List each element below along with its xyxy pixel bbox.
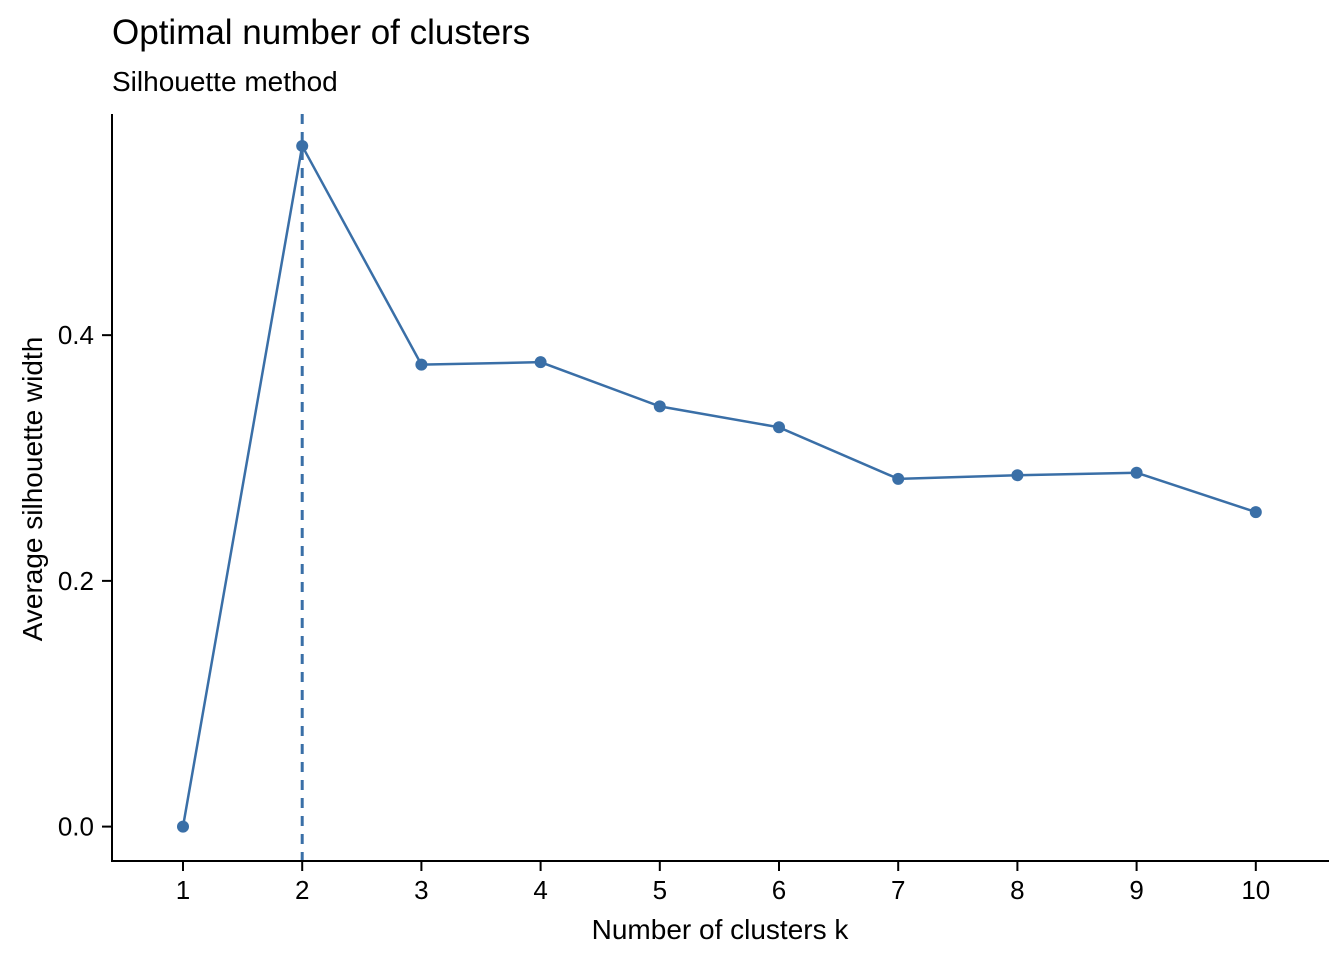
chart-subtitle: Silhouette method xyxy=(112,66,338,97)
x-tick-label: 2 xyxy=(295,875,309,905)
data-point xyxy=(1130,466,1143,479)
x-axis-label: Number of clusters k xyxy=(592,914,850,945)
x-tick-label: 8 xyxy=(1010,875,1024,905)
y-tick-label: 0.4 xyxy=(58,320,94,350)
x-tick-label: 9 xyxy=(1129,875,1143,905)
y-tick-label: 0.2 xyxy=(58,566,94,596)
series-line xyxy=(181,142,1257,827)
x-tick-label: 5 xyxy=(653,875,667,905)
data-point xyxy=(773,421,785,434)
data-point xyxy=(415,358,428,371)
plot-area xyxy=(177,114,1262,861)
x-tick-label: 3 xyxy=(414,875,428,905)
data-point xyxy=(1249,506,1262,519)
data-point xyxy=(892,472,905,485)
data-point xyxy=(296,139,309,152)
x-tick-label: 6 xyxy=(772,875,786,905)
chart-title: Optimal number of clusters xyxy=(112,13,530,52)
data-point xyxy=(177,820,189,833)
y-tick-label: 0.0 xyxy=(58,812,94,842)
data-point xyxy=(534,356,547,369)
data-point xyxy=(653,400,666,413)
x-tick-label: 4 xyxy=(533,875,547,905)
x-tick-label: 10 xyxy=(1241,875,1270,905)
x-tick-label: 1 xyxy=(176,875,190,905)
data-point xyxy=(1011,469,1024,482)
y-axis-label: Average silhouette width xyxy=(17,337,48,642)
x-tick-label: 7 xyxy=(891,875,905,905)
